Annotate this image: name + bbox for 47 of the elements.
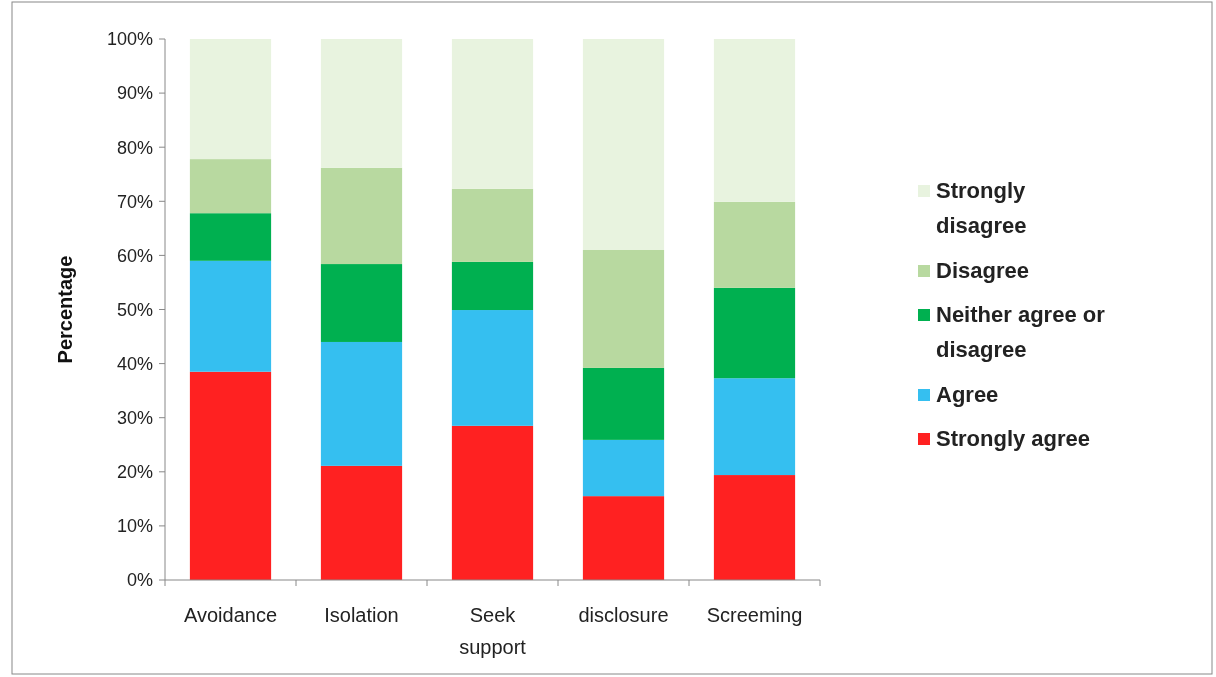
legend-label: Neither agree or disagree	[936, 302, 1106, 362]
bar	[582, 249, 665, 368]
bar	[189, 371, 272, 580]
legend-label: Strongly disagree	[936, 178, 1027, 238]
bar	[451, 39, 534, 189]
x-tick-label: Seek support	[459, 604, 527, 658]
bar	[713, 378, 796, 476]
y-tick-label: 40%	[116, 353, 153, 374]
y-tick-label: 90%	[116, 83, 153, 104]
bar	[451, 425, 534, 580]
bar	[582, 39, 665, 250]
bar	[713, 475, 796, 580]
y-tick-label: 10%	[116, 516, 153, 537]
bar	[189, 213, 272, 261]
y-tick-label: 60%	[116, 245, 153, 266]
y-tick-label: 100%	[106, 29, 153, 50]
x-tick-label: disclosure	[578, 604, 669, 626]
bar	[451, 310, 534, 426]
x-tick-label: Isolation	[324, 604, 399, 626]
legend-label: Strongly agree	[936, 426, 1091, 451]
bar	[451, 261, 534, 311]
legend-label: Agree	[936, 382, 999, 407]
bar	[189, 260, 272, 372]
y-tick-label: 50%	[116, 299, 153, 320]
bar	[320, 341, 403, 466]
bar	[582, 439, 665, 497]
bar	[189, 159, 272, 214]
bar	[713, 201, 796, 288]
y-axis-title: Percentage	[54, 255, 76, 364]
y-tick-label: 0%	[126, 570, 153, 591]
bar	[582, 367, 665, 440]
bar	[320, 167, 403, 265]
y-tick-label: 80%	[116, 137, 153, 158]
bar	[320, 39, 403, 168]
y-tick-label: 20%	[116, 462, 153, 483]
x-tick-label: Avoidance	[183, 604, 278, 626]
y-tick-label: 70%	[116, 191, 153, 212]
bar	[582, 496, 665, 580]
x-tick-label: Screeming	[706, 604, 803, 626]
bar	[189, 39, 272, 160]
legend-label: Disagree	[936, 258, 1029, 283]
bar	[320, 264, 403, 342]
bar	[713, 39, 796, 202]
bar	[451, 188, 534, 262]
y-tick-label: 30%	[116, 408, 153, 428]
bar	[713, 287, 796, 379]
bar	[320, 465, 403, 580]
